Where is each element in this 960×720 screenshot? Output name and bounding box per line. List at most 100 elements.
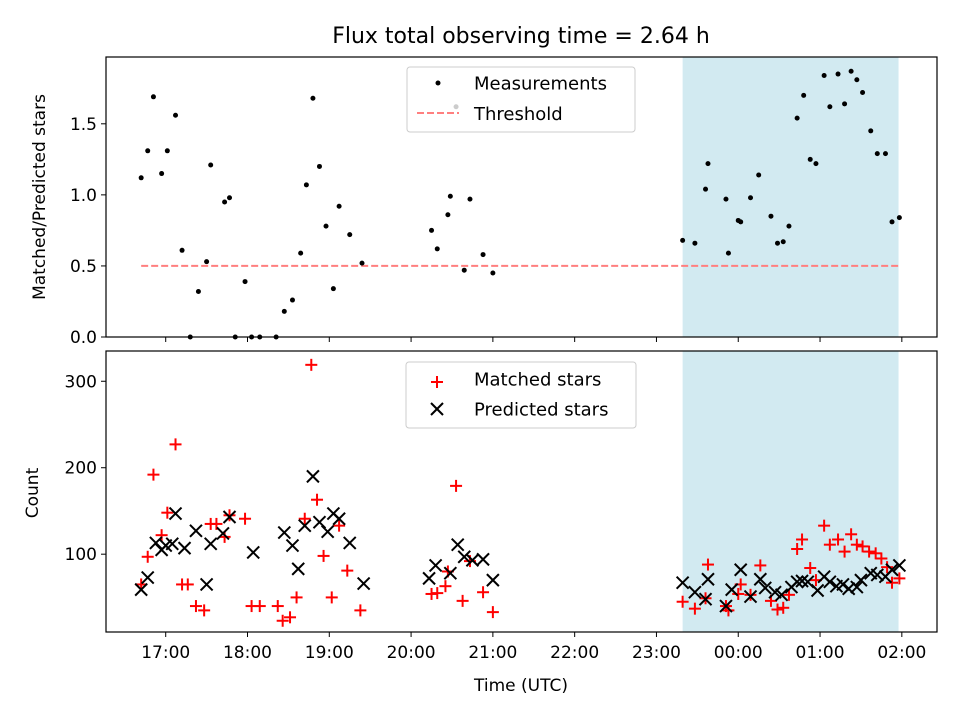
- measurement-point: [445, 212, 451, 218]
- measurement-point: [723, 196, 729, 202]
- measurement-point: [874, 151, 880, 157]
- predicted-star-point: [134, 582, 148, 597]
- predicted-star-point: [743, 589, 758, 604]
- x-tick-label: 17:00: [141, 643, 190, 663]
- top-y-axis-label: Matched/Predicted stars: [30, 94, 50, 300]
- chart-title: Flux total observing time = 2.64 h: [332, 24, 710, 49]
- predicted-star-point: [810, 583, 825, 598]
- top-y-tick-label: 0.0: [70, 328, 97, 348]
- matched-star-point: [439, 580, 452, 593]
- matched-star-point: [791, 542, 804, 555]
- predicted-star-point: [701, 572, 715, 586]
- predicted-star-point: [841, 582, 856, 596]
- matched-star-point: [333, 519, 346, 532]
- matched-star-point: [253, 600, 266, 613]
- predicted-star-point: [291, 562, 305, 576]
- x-tick-label: 23:00: [632, 643, 681, 663]
- measurement-point: [298, 250, 304, 256]
- measurement-point: [882, 151, 888, 157]
- predicted-star-point: [168, 506, 183, 521]
- matched-star-point: [271, 600, 284, 613]
- top-y-tick-label: 0.5: [70, 257, 97, 277]
- measurement-point: [347, 232, 353, 238]
- measurement-point: [195, 289, 201, 295]
- predicted-star-point: [422, 571, 436, 586]
- predicted-star-point: [450, 537, 465, 552]
- measurement-point: [461, 267, 467, 273]
- top-panel: 0.0 0.5 1.0 1.5 Matched/Predicted stars Mea…: [30, 56, 938, 348]
- measurement-point: [222, 199, 228, 205]
- predicted-star-point: [885, 563, 899, 577]
- top-y-ticks: 0.0 0.5 1.0 1.5: [70, 115, 106, 348]
- measurement-point: [434, 246, 440, 252]
- matched-star-point: [832, 533, 845, 546]
- predicted-star-point: [724, 582, 739, 597]
- measurement-point: [159, 171, 165, 177]
- top-y-tick-label: 1.0: [70, 186, 97, 206]
- legend-matched-label: Matched stars: [474, 370, 601, 391]
- measurement-point: [242, 279, 248, 285]
- measurement-point: [748, 195, 754, 201]
- predicted-star-point: [332, 512, 346, 526]
- predicted-star-point: [285, 538, 300, 553]
- measurement-point: [835, 71, 841, 77]
- bottom-legend: Matched stars Predicted stars: [405, 361, 637, 429]
- measurement-point: [780, 239, 786, 245]
- measurement-point: [316, 163, 322, 169]
- predicted-star-point: [758, 581, 772, 595]
- matched-star-point: [189, 600, 202, 613]
- predicted-star-point: [222, 510, 237, 524]
- legend-predicted-marker: [430, 402, 444, 416]
- measurement-point: [359, 260, 365, 266]
- legend-measurements-marker: [435, 80, 441, 86]
- measurement-point: [150, 94, 156, 100]
- bottom-axes-frame: [105, 350, 938, 633]
- matched-star-point: [239, 512, 252, 525]
- matched-star-point: [169, 438, 182, 451]
- measurement-point: [775, 240, 781, 246]
- measurement-point: [208, 162, 214, 168]
- measurement-point: [725, 250, 731, 256]
- matched-star-point: [869, 547, 882, 560]
- matched-star-point: [744, 588, 757, 601]
- legend-threshold-label: Threshold: [473, 104, 563, 125]
- predicted-star-point: [443, 566, 458, 580]
- predicted-star-point: [320, 524, 335, 539]
- measurement-point: [768, 213, 774, 219]
- predicted-star-point: [203, 537, 218, 551]
- matched-star-point: [456, 594, 469, 607]
- measurement-point: [738, 219, 744, 225]
- predicted-star-point: [306, 469, 320, 484]
- x-tick-label: 20:00: [387, 643, 436, 663]
- measurement-point: [204, 259, 210, 265]
- matched-star-point: [777, 601, 790, 614]
- measurement-point: [848, 68, 854, 74]
- predicted-star-point: [356, 576, 371, 591]
- measurement-point: [480, 252, 486, 258]
- matched-star-point: [284, 611, 297, 624]
- bottom-y-tick-label: 100: [65, 545, 97, 565]
- matched-star-point: [893, 572, 906, 585]
- predicted-star-point: [165, 537, 179, 551]
- matched-star-point: [477, 586, 490, 599]
- matched-star-point: [722, 604, 735, 617]
- matched-star-point: [771, 603, 784, 616]
- measurement-point: [827, 104, 833, 110]
- matched-star-point: [838, 545, 851, 558]
- matched-star-point: [341, 564, 354, 577]
- predicted-star-point: [733, 563, 748, 577]
- measurement-point: [703, 186, 709, 192]
- legend-measurements-label: Measurements: [474, 74, 607, 95]
- measurement-point: [303, 182, 309, 188]
- predicted-star-point: [177, 541, 192, 555]
- bottom-panel: 100 200 300 17:00 18:00 19:00 20:00 21:00 22:00…: [23, 350, 938, 696]
- predicted-star-point: [892, 558, 907, 573]
- matched-star-point: [354, 604, 367, 617]
- measurement-point: [896, 215, 902, 221]
- bottom-y-tick-label: 300: [65, 372, 97, 392]
- measurement-point: [807, 156, 813, 162]
- predicted-star-point: [850, 580, 864, 594]
- matched-star-point: [823, 538, 836, 551]
- bottom-y-axis-label: Count: [23, 467, 43, 518]
- matched-star-point: [223, 509, 236, 522]
